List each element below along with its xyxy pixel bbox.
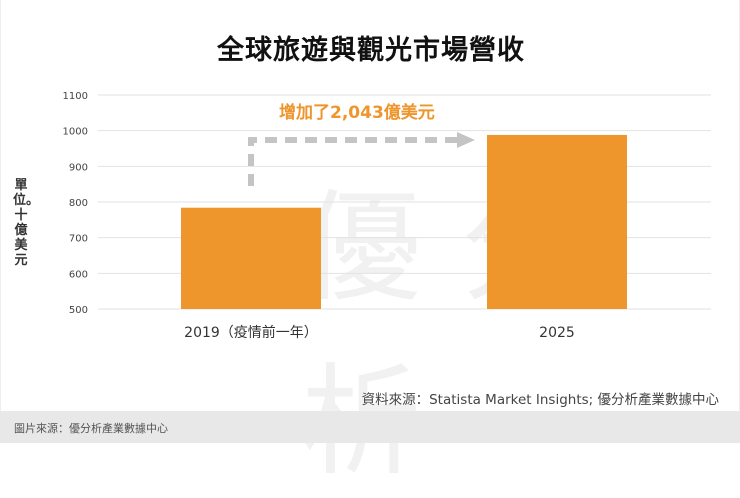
y-axis-label: 單位。十億美元 <box>13 178 40 268</box>
chart-title: 全球旅遊與觀光市場營收 <box>217 35 525 66</box>
y-tick-label: 900 <box>69 162 88 173</box>
image-source: 圖片來源：優分析產業數據中心 <box>14 422 168 435</box>
y-tick-label: 1000 <box>63 127 88 138</box>
data-source: 資料來源：Statista Market Insights; 優分析產業數據中心 <box>361 392 719 408</box>
annotation-arrow-line <box>248 137 459 186</box>
bar <box>181 207 321 309</box>
bar <box>487 134 627 309</box>
annotation-label: 增加了2,043億美元 <box>279 102 435 123</box>
y-tick-label: 800 <box>69 198 88 209</box>
bar-chart: 500 600 700 800 900 1000 1100 2019（疫情前一年） 2025 增加… <box>63 91 711 341</box>
y-tick-label: 600 <box>69 269 88 280</box>
x-tick-label: 2019（疫情前一年） <box>184 324 318 341</box>
annotation-arrowhead <box>457 132 475 148</box>
footer-bar: 圖片來源：優分析產業數據中心 <box>0 411 740 443</box>
y-tick-label: 1100 <box>63 91 88 102</box>
y-tick-label: 500 <box>69 305 88 316</box>
x-tick-label: 2025 <box>539 325 575 341</box>
y-tick-label: 700 <box>69 234 88 245</box>
